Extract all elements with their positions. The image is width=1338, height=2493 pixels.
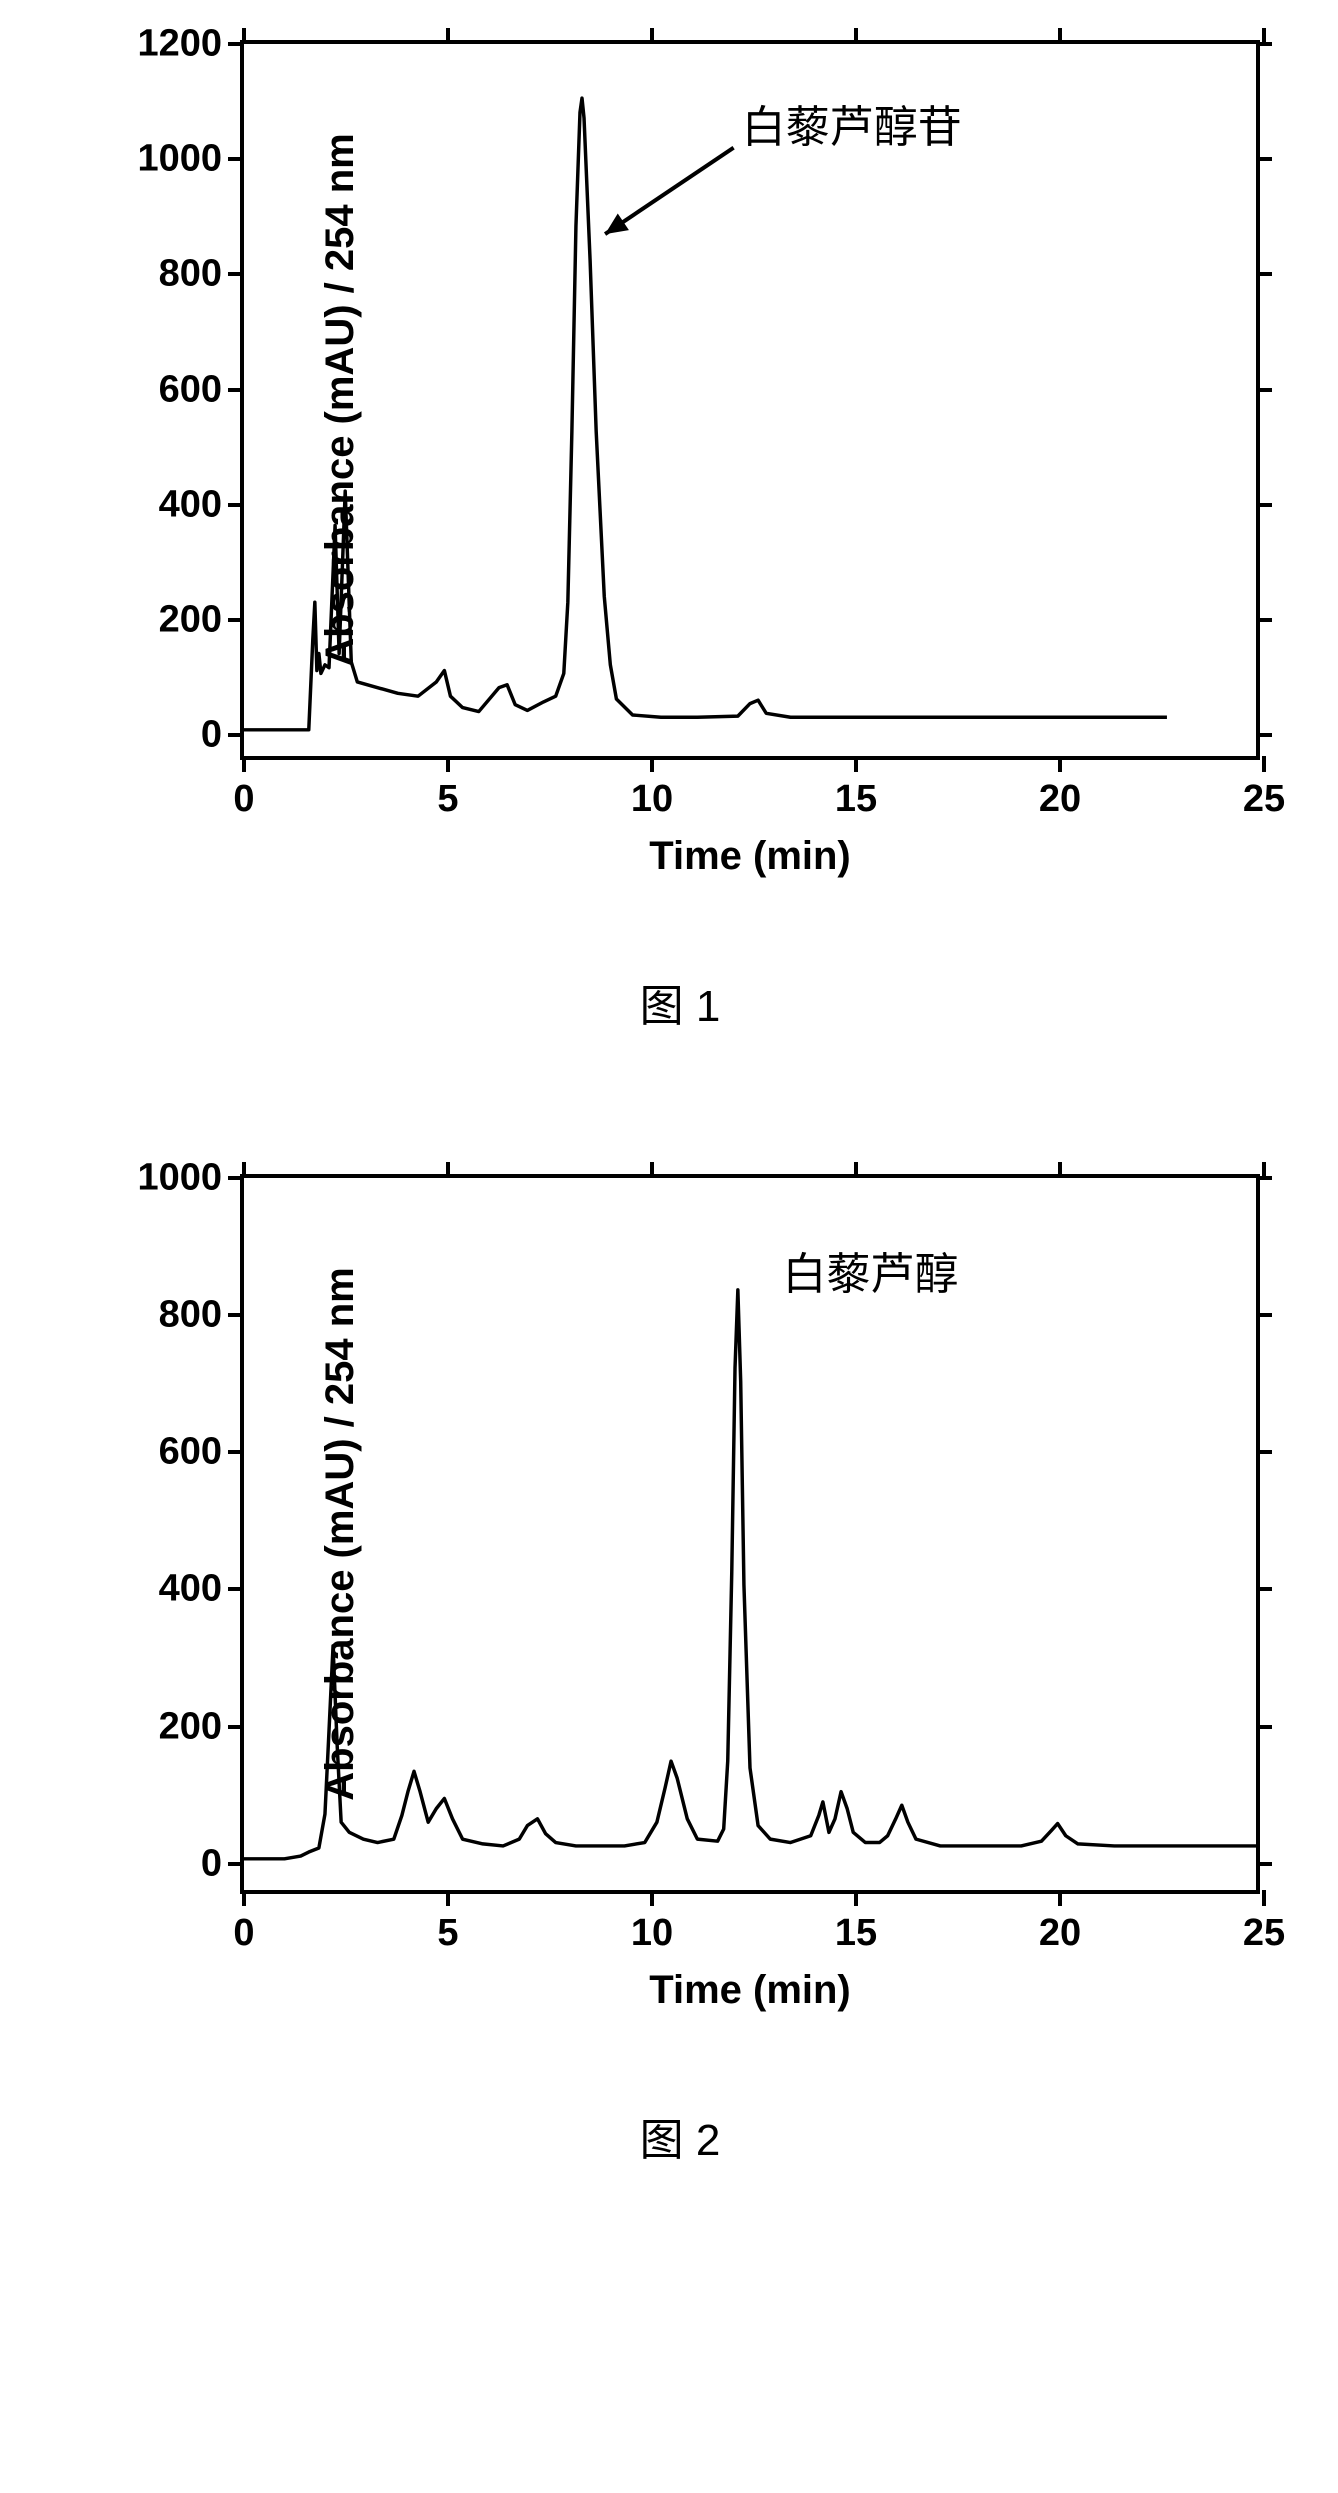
x-axis-title: Time (min) bbox=[649, 834, 851, 879]
y-tick-right bbox=[1256, 1725, 1272, 1729]
x-tick-label: 5 bbox=[437, 1912, 458, 1955]
y-tick bbox=[228, 1862, 244, 1866]
chart1-block: 0200400600800100012000510152025Absorbanc… bbox=[40, 40, 1320, 1034]
x-axis-title: Time (min) bbox=[649, 1968, 851, 2013]
y-tick-label: 800 bbox=[159, 1294, 222, 1337]
y-tick bbox=[228, 503, 244, 507]
y-tick-right bbox=[1256, 1450, 1272, 1454]
x-tick bbox=[650, 1890, 654, 1906]
x-tick-label: 0 bbox=[233, 778, 254, 821]
y-tick-label: 400 bbox=[159, 483, 222, 526]
x-tick-label: 25 bbox=[1243, 1912, 1285, 1955]
y-tick-label: 1200 bbox=[137, 23, 222, 66]
x-tick-top bbox=[1262, 28, 1266, 44]
x-tick-top bbox=[1058, 1162, 1062, 1178]
x-tick bbox=[1058, 1890, 1062, 1906]
x-tick bbox=[1262, 1890, 1266, 1906]
y-tick-right bbox=[1256, 1862, 1272, 1866]
y-tick-label: 600 bbox=[159, 368, 222, 411]
chart2-trace bbox=[244, 1178, 1256, 1890]
y-tick bbox=[228, 1313, 244, 1317]
y-tick bbox=[228, 388, 244, 392]
y-tick-label: 1000 bbox=[137, 1157, 222, 1200]
x-tick-top bbox=[650, 28, 654, 44]
x-tick-label: 20 bbox=[1039, 778, 1081, 821]
figure-caption: 图 1 bbox=[40, 970, 1320, 1034]
peak-arrow bbox=[244, 44, 1264, 764]
x-tick-label: 5 bbox=[437, 778, 458, 821]
y-tick-label: 400 bbox=[159, 1568, 222, 1611]
y-tick-label: 800 bbox=[159, 253, 222, 296]
x-tick-top bbox=[650, 1162, 654, 1178]
x-tick-top bbox=[854, 28, 858, 44]
x-tick-top bbox=[1262, 1162, 1266, 1178]
x-tick-label: 25 bbox=[1243, 778, 1285, 821]
figure-caption: 图 2 bbox=[40, 2104, 1320, 2168]
x-tick-label: 15 bbox=[835, 778, 877, 821]
x-tick bbox=[854, 1890, 858, 1906]
x-tick-label: 0 bbox=[233, 1912, 254, 1955]
y-tick bbox=[228, 1725, 244, 1729]
y-tick-label: 200 bbox=[159, 599, 222, 642]
x-tick-top bbox=[242, 28, 246, 44]
x-tick-label: 20 bbox=[1039, 1912, 1081, 1955]
y-tick-label: 0 bbox=[201, 714, 222, 757]
peak-label: 白藜芦醇 bbox=[783, 1238, 959, 1302]
x-tick-label: 10 bbox=[631, 778, 673, 821]
x-tick-top bbox=[1058, 28, 1062, 44]
y-tick bbox=[228, 1587, 244, 1591]
y-tick-label: 0 bbox=[201, 1842, 222, 1885]
chart1-plot-frame: 0200400600800100012000510152025Absorbanc… bbox=[240, 40, 1260, 760]
y-axis-title: Absorbance (mAU) / 254 nm bbox=[318, 1267, 363, 1800]
x-tick-label: 15 bbox=[835, 1912, 877, 1955]
chart2-block: 020040060080010000510152025Absorbance (m… bbox=[40, 1174, 1320, 2168]
x-tick-top bbox=[446, 1162, 450, 1178]
y-tick bbox=[228, 618, 244, 622]
x-tick bbox=[242, 1890, 246, 1906]
x-tick-top bbox=[242, 1162, 246, 1178]
y-tick bbox=[228, 1450, 244, 1454]
x-tick-top bbox=[854, 1162, 858, 1178]
chart2-plot-frame: 020040060080010000510152025Absorbance (m… bbox=[240, 1174, 1260, 1894]
y-tick bbox=[228, 157, 244, 161]
y-tick-right bbox=[1256, 1313, 1272, 1317]
x-tick bbox=[446, 1890, 450, 1906]
y-tick bbox=[228, 272, 244, 276]
y-tick-label: 600 bbox=[159, 1431, 222, 1474]
y-tick-right bbox=[1256, 1587, 1272, 1591]
x-tick-label: 10 bbox=[631, 1912, 673, 1955]
y-tick bbox=[228, 733, 244, 737]
x-tick-top bbox=[446, 28, 450, 44]
y-tick-label: 1000 bbox=[137, 138, 222, 181]
y-tick-label: 200 bbox=[159, 1705, 222, 1748]
